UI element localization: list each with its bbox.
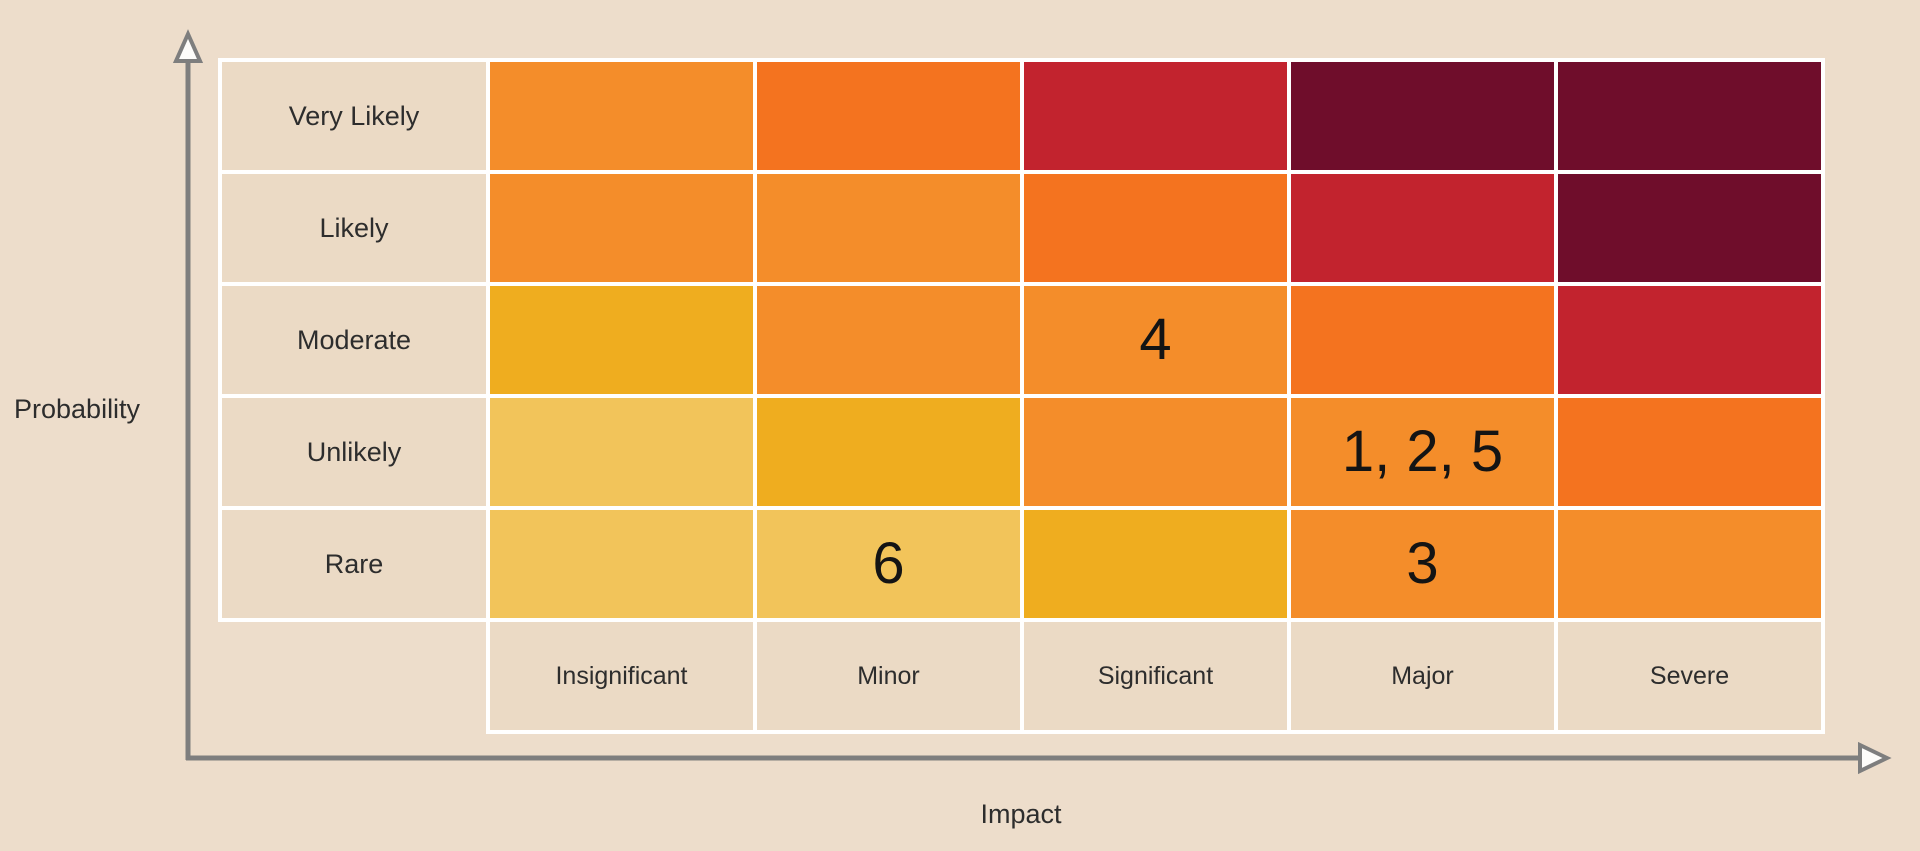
row-label-moderate: Moderate bbox=[222, 286, 486, 394]
risk-item-ids: 6 bbox=[872, 531, 905, 596]
matrix-cell-likely-significant bbox=[1024, 174, 1287, 282]
col-label-severe: Severe bbox=[1558, 622, 1821, 730]
matrix-cell-unlikely-insignificant bbox=[490, 398, 753, 506]
matrix-cell-very-likely-minor bbox=[757, 62, 1020, 170]
matrix-cell-likely-minor bbox=[757, 174, 1020, 282]
row-label-unlikely: Unlikely bbox=[222, 398, 486, 506]
matrix-cell-likely-insignificant bbox=[490, 174, 753, 282]
matrix-cell-very-likely-significant bbox=[1024, 62, 1287, 170]
matrix-cell-moderate-significant: 4 bbox=[1024, 286, 1287, 394]
risk-item-ids: 1, 2, 5 bbox=[1341, 419, 1504, 484]
col-label-insignificant: Insignificant bbox=[490, 622, 753, 730]
row-label-likely: Likely bbox=[222, 174, 486, 282]
x-axis-arrowhead-icon bbox=[1858, 741, 1892, 775]
matrix-cell-very-likely-major bbox=[1291, 62, 1554, 170]
matrix-cell-likely-severe bbox=[1558, 174, 1821, 282]
matrix-cell-unlikely-minor bbox=[757, 398, 1020, 506]
y-axis-arrowhead-icon bbox=[172, 29, 204, 63]
risk-matrix-grid: Very Likely Likely Moderate 4 Unlikely 1, 2, … bbox=[218, 58, 1825, 734]
matrix-cell-rare-minor: 6 bbox=[757, 510, 1020, 618]
matrix-cell-rare-severe bbox=[1558, 510, 1821, 618]
risk-item-ids: 4 bbox=[1139, 307, 1172, 372]
matrix-cell-moderate-major bbox=[1291, 286, 1554, 394]
col-label-minor: Minor bbox=[757, 622, 1020, 730]
matrix-cell-rare-major: 3 bbox=[1291, 510, 1554, 618]
matrix-cell-rare-significant bbox=[1024, 510, 1287, 618]
x-axis-label: Impact bbox=[980, 799, 1062, 829]
matrix-cell-likely-major bbox=[1291, 174, 1554, 282]
matrix-cell-unlikely-major: 1, 2, 5 bbox=[1291, 398, 1554, 506]
risk-item-ids: 3 bbox=[1406, 531, 1439, 596]
matrix-cell-moderate-insignificant bbox=[490, 286, 753, 394]
y-axis-label: Probability bbox=[14, 394, 141, 424]
matrix-cell-unlikely-significant bbox=[1024, 398, 1287, 506]
matrix-cell-rare-insignificant bbox=[490, 510, 753, 618]
row-label-rare: Rare bbox=[222, 510, 486, 618]
col-label-major: Major bbox=[1291, 622, 1554, 730]
matrix-cell-unlikely-severe bbox=[1558, 398, 1821, 506]
row-label-very-likely: Very Likely bbox=[222, 62, 486, 170]
col-label-significant: Significant bbox=[1024, 622, 1287, 730]
matrix-cell-very-likely-insignificant bbox=[490, 62, 753, 170]
matrix-cell-moderate-minor bbox=[757, 286, 1020, 394]
matrix-cell-very-likely-severe bbox=[1558, 62, 1821, 170]
corner-blank bbox=[218, 622, 486, 734]
matrix-cell-moderate-severe bbox=[1558, 286, 1821, 394]
